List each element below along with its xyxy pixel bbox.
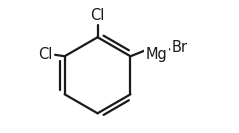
Text: Cl: Cl — [38, 47, 53, 62]
Text: Mg: Mg — [146, 47, 168, 62]
Text: Br: Br — [171, 40, 187, 55]
Text: Cl: Cl — [90, 8, 105, 23]
